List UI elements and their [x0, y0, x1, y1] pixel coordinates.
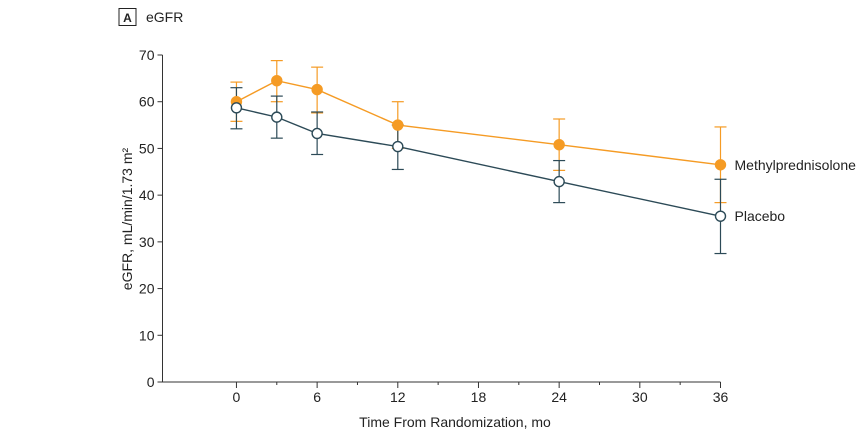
- y-tick-label: 40: [139, 187, 155, 203]
- y-tick-label: 0: [147, 374, 155, 390]
- error-bars: [230, 60, 727, 255]
- series-labels: Methylprednisolone Placebo: [735, 157, 857, 224]
- x-tick-label: 6: [313, 389, 321, 405]
- y-tick-label: 30: [139, 234, 155, 250]
- axes: 0 10 20 30 40 50 60 70 0 6 12 18 24 30 36: [139, 47, 729, 405]
- y-tick-label: 20: [139, 281, 155, 297]
- methylprednisolone-line: [236, 79, 721, 166]
- panel-title: eGFR: [146, 9, 183, 25]
- methylprednisolone-point: [392, 119, 404, 131]
- panel-letter-box: [118, 8, 137, 26]
- x-tick-label: 0: [233, 389, 241, 405]
- methylprednisolone-label: Methylprednisolone: [735, 157, 857, 173]
- placebo-point: [392, 140, 404, 153]
- panel-letter: A: [123, 11, 132, 25]
- placebo-point: [553, 175, 565, 188]
- data-points: [230, 74, 727, 222]
- x-tick-label: 24: [551, 389, 567, 405]
- y-tick-label: 10: [139, 327, 155, 343]
- x-tick-label: 18: [471, 389, 487, 405]
- placebo-label: Placebo: [735, 208, 786, 224]
- placebo-point: [230, 102, 243, 114]
- placebo-line: [236, 107, 721, 217]
- y-tick-label: 50: [139, 140, 155, 156]
- placebo-point: [271, 111, 283, 123]
- panel-label: A eGFR: [118, 8, 183, 26]
- y-axis-label: eGFR, mL/min/1.73 m²: [119, 147, 135, 290]
- methylprednisolone-point: [553, 138, 565, 151]
- x-tick-label: 12: [390, 389, 406, 405]
- x-tick-label: 36: [713, 389, 729, 405]
- y-tick-label: 70: [139, 47, 155, 63]
- x-axis-label: Time From Randomization, mo: [359, 414, 551, 430]
- methylprednisolone-point: [714, 159, 727, 171]
- methylprednisolone-point: [271, 74, 283, 87]
- y-tick-label: 60: [139, 94, 155, 110]
- series-lines: [236, 79, 721, 217]
- placebo-point: [714, 210, 727, 222]
- x-tick-label: 30: [632, 389, 648, 405]
- placebo-point: [311, 127, 323, 140]
- methylprednisolone-point: [311, 83, 323, 96]
